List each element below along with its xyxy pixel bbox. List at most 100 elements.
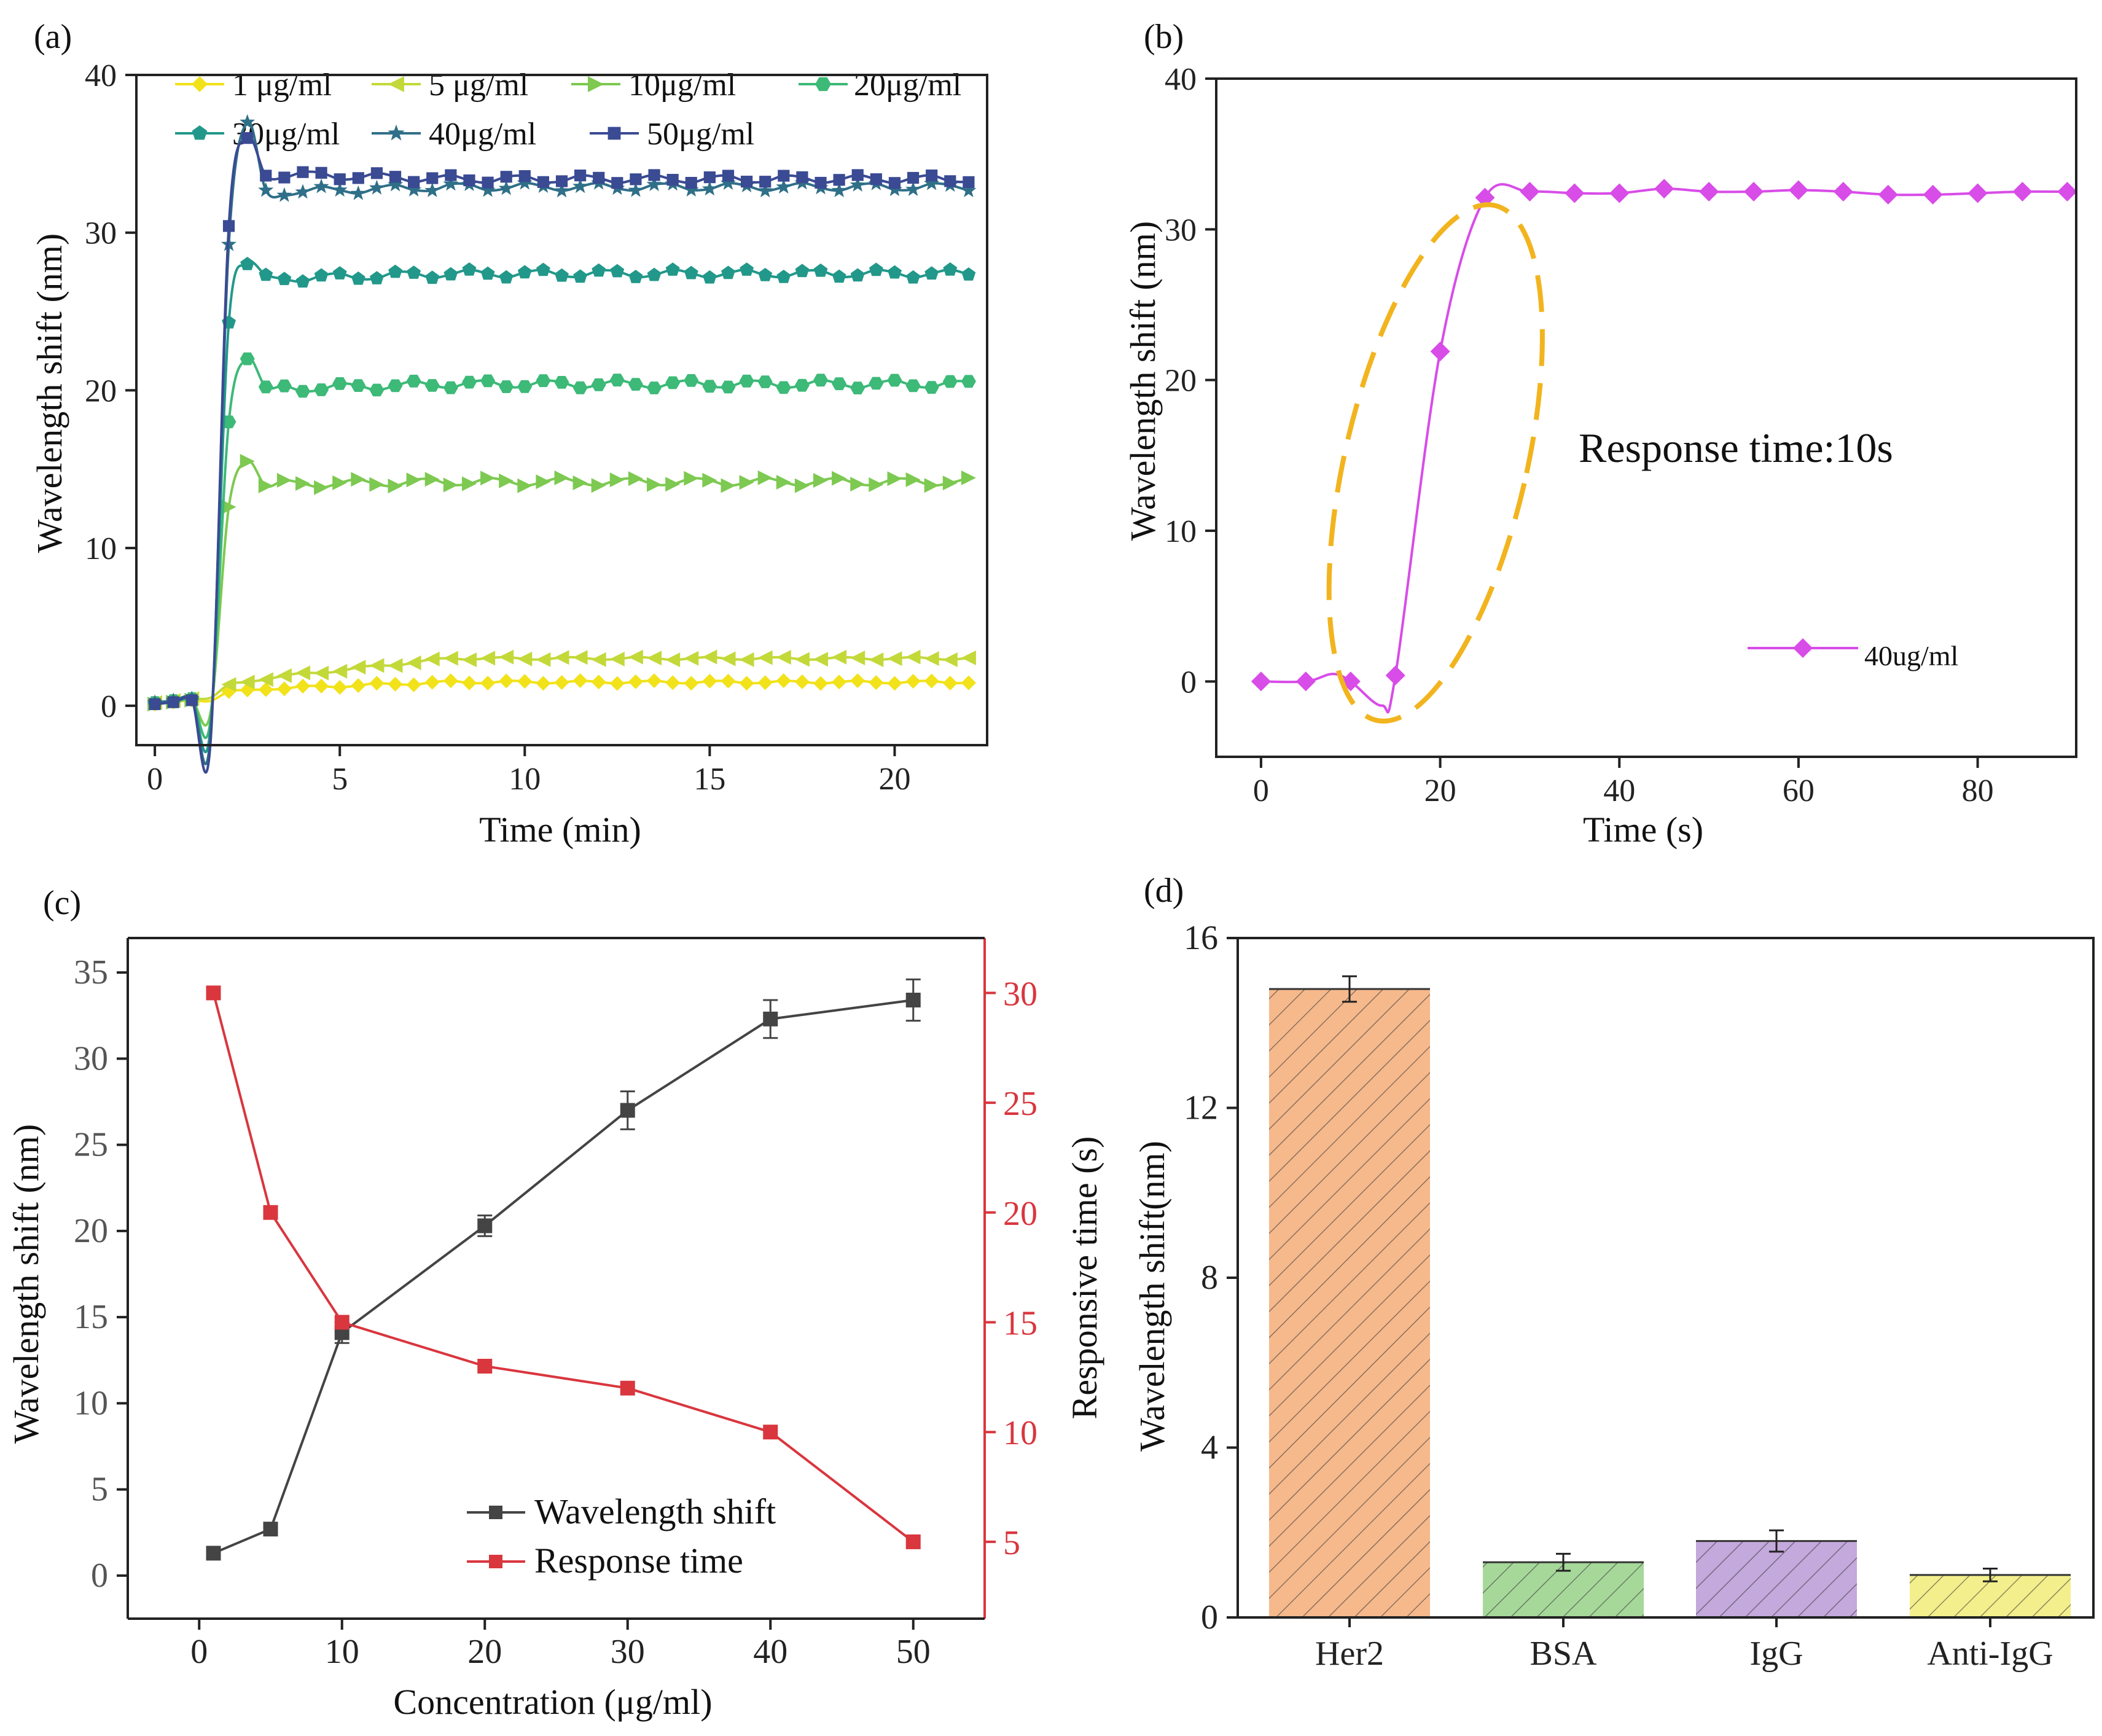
panel-a-marker-1-25 — [609, 651, 625, 667]
panel-a-marker-3-14 — [406, 375, 421, 388]
panel-b-xtick-label-60: 60 — [1783, 773, 1815, 808]
panel-a-marker-6-31 — [722, 170, 735, 182]
panel-b-xtick-label-80: 80 — [1962, 773, 1994, 808]
panel-a-marker-1-21 — [536, 652, 551, 667]
panel-b-ytick-label-40: 40 — [1165, 62, 1197, 97]
panel-a-marker-6-43 — [944, 175, 956, 187]
panel-c-ytick-label-10: 10 — [74, 1384, 108, 1422]
panel-a-marker-4-5 — [240, 257, 255, 270]
panel-a-marker-6-1 — [167, 696, 179, 708]
panel-a-marker-1-39 — [869, 652, 884, 668]
panel-c-marker-response-0 — [206, 985, 221, 1001]
panel-a-marker-0-37 — [832, 674, 847, 690]
panel-a-marker-6-38 — [851, 169, 864, 181]
panel-c-ytick-label-25: 25 — [74, 1126, 108, 1164]
panel-a-marker-6-2 — [186, 694, 198, 706]
panel-a-marker-1-12 — [369, 658, 385, 673]
panel-a-marker-3-24 — [591, 378, 606, 391]
panel-b-marker-9 — [1654, 179, 1674, 199]
panel-a-marker-0-20 — [517, 674, 533, 689]
panel-c-legend-marker-wavelength — [489, 1506, 502, 1519]
panel-a-marker-5-26 — [628, 182, 644, 197]
panel-a-marker-1-43 — [942, 652, 958, 667]
panel-a-legend-label-5: 5 μg/ml — [429, 68, 528, 103]
panel-a-marker-2-4 — [221, 499, 236, 515]
panel-a-marker-0-19 — [499, 673, 514, 689]
panel-d-frame — [1237, 937, 2095, 1619]
panel-c-ytick-right-label-20: 20 — [1003, 1195, 1037, 1233]
panel-a-marker-1-42 — [924, 651, 939, 667]
panel-c-ylabel-right: Responsive time (s) — [1065, 1136, 1104, 1420]
panel-a-marker-1-28 — [665, 652, 681, 668]
panel-a-xtick-label-5: 5 — [332, 762, 348, 797]
panel-c-ytick-label-15: 15 — [74, 1298, 108, 1336]
panel-a-marker-3-36 — [813, 373, 828, 387]
panel-a-xtick-label-15: 15 — [694, 762, 725, 797]
panel-a-marker-5-38 — [850, 177, 865, 192]
panel-a-marker-3-27 — [647, 381, 662, 394]
panel-a-marker-4-33 — [758, 268, 773, 281]
panel-a-marker-0-29 — [684, 676, 699, 691]
panel-a-legend-label-1: 1 μg/ml — [232, 68, 332, 103]
panel-a-marker-5-30 — [701, 181, 717, 196]
panel-a-marker-5-16 — [443, 176, 459, 191]
panel-b-ylabel: Wavelength shift (nm) — [1123, 221, 1163, 541]
panel-d-category-anti-igg: Anti-IgG — [1927, 1635, 2053, 1673]
panel-a-marker-0-24 — [591, 674, 606, 690]
panel-a-ytick-label-40: 40 — [85, 58, 117, 93]
panel-a-marker-6-42 — [926, 169, 938, 182]
panel-a-legend-marker-0 — [192, 76, 208, 92]
panel-a-frame — [135, 74, 988, 746]
panel-a-marker-6-16 — [445, 169, 457, 181]
panel-label-a: (a) — [34, 18, 72, 56]
panel-a-marker-6-18 — [482, 176, 494, 189]
panel-a-marker-5-42 — [924, 175, 940, 190]
panel-a-marker-4-30 — [703, 270, 717, 284]
panel-a-marker-4-37 — [832, 269, 846, 283]
panel-a-marker-5-20 — [517, 174, 533, 190]
panel-a-marker-6-21 — [537, 176, 549, 188]
panel-a-marker-3-44 — [961, 375, 976, 388]
panel-a-marker-6-19 — [500, 171, 512, 183]
panel-b-marker-6 — [1520, 182, 1540, 201]
panel-a-marker-5-33 — [757, 182, 773, 198]
panel-a-marker-1-20 — [517, 651, 533, 667]
panel-a-marker-4-23 — [573, 269, 587, 283]
panel-a-marker-5-41 — [905, 181, 921, 197]
panel-c-xtick-label-20: 20 — [467, 1633, 502, 1671]
panel-b-marker-7 — [1565, 183, 1585, 203]
panel-a-marker-5-44 — [961, 182, 977, 198]
panel-a-marker-1-34 — [776, 650, 791, 665]
panel-a-marker-2-10 — [332, 475, 348, 490]
panel-a-marker-5-6 — [258, 182, 274, 197]
panel-a-marker-1-24 — [591, 652, 606, 667]
panel-a-marker-2-35 — [794, 478, 810, 493]
panel-a-marker-1-17 — [462, 652, 477, 668]
panel-c-xtick-label-30: 30 — [611, 1633, 645, 1671]
panel-d-ytick-label-8: 8 — [1201, 1259, 1218, 1297]
panel-a-marker-4-7 — [277, 272, 292, 286]
panel-a-marker-2-22 — [554, 470, 569, 485]
panel-a-marker-3-40 — [887, 373, 902, 387]
panel-b-marker-17 — [2012, 182, 2033, 201]
panel-c-xlabel: Concentration (μg/ml) — [393, 1682, 712, 1722]
panel-a-marker-2-5 — [240, 453, 255, 469]
panel-a-marker-1-29 — [684, 651, 699, 666]
panel-a-legend-marker-2 — [588, 76, 604, 92]
panel-c-marker-response-3 — [477, 1358, 493, 1374]
panel-a-marker-2-24 — [591, 478, 606, 493]
panel-a-marker-2-9 — [314, 480, 329, 495]
panel-a-marker-1-7 — [276, 668, 292, 683]
panel-c-xtick-label-0: 0 — [190, 1633, 208, 1671]
panel-a-marker-4-20 — [517, 265, 532, 279]
panel-a-line-5 — [154, 120, 969, 765]
panel-b-ytick-label-0: 0 — [1181, 665, 1197, 700]
panel-a-marker-3-29 — [684, 374, 699, 387]
panel-b-marker-11 — [1744, 182, 1764, 201]
panel-a-marker-0-26 — [628, 674, 643, 689]
panel-a-marker-4-21 — [536, 262, 550, 276]
panel-a-marker-0-11 — [351, 678, 366, 693]
panel-a-legend-marker-3 — [815, 77, 831, 92]
panel-a-marker-6-26 — [630, 173, 642, 186]
panel-a-marker-1-37 — [832, 649, 847, 665]
